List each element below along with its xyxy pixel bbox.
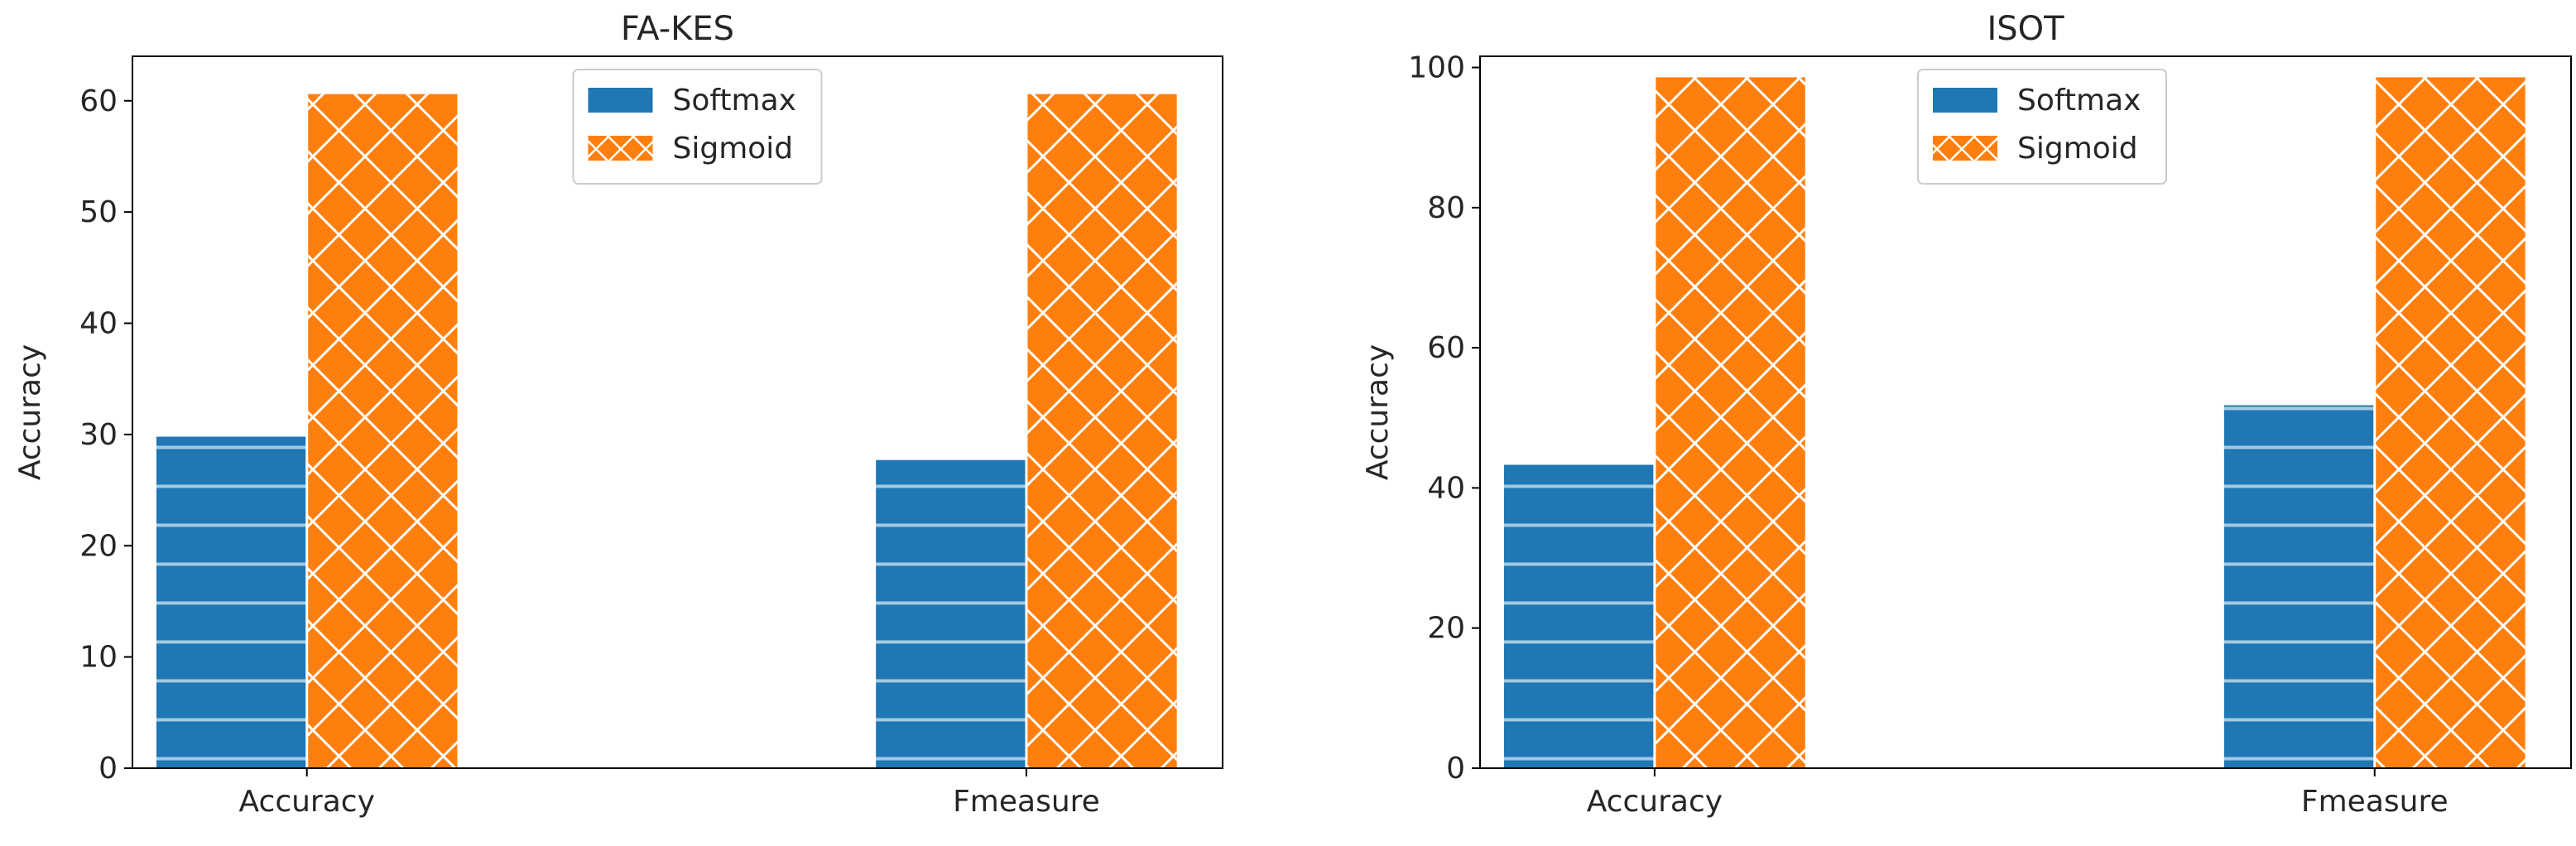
x-tick-label: Accuracy <box>239 785 375 819</box>
legend-swatch-hatch <box>1933 136 1997 161</box>
y-axis-label: Accuracy <box>1361 344 1395 480</box>
y-tick-label: 20 <box>79 529 118 563</box>
y-tick-label: 30 <box>79 418 118 452</box>
y-tick-label: 80 <box>1427 191 1465 225</box>
legend-swatch-softmax <box>1933 88 1997 113</box>
y-tick-label: 50 <box>79 195 118 229</box>
y-tick-label: 60 <box>1427 331 1465 365</box>
y-tick-label: 10 <box>79 641 118 675</box>
chart-title: ISOT <box>1987 10 2064 48</box>
legend-swatch-hatch <box>588 136 653 161</box>
legend-label-sigmoid: Sigmoid <box>673 132 794 166</box>
y-tick-label: 40 <box>1427 471 1465 505</box>
plot-frame <box>132 55 1223 769</box>
y-tick-label: 40 <box>79 307 118 341</box>
subplot-2: Accuracy Fmeasure 0 20 40 60 80 100 ISOT Accuracy… <box>1361 10 2572 819</box>
legend-label-sigmoid: Sigmoid <box>2017 132 2138 166</box>
bar-hatch-softmax-fmeasure <box>2223 405 2375 768</box>
legend-swatch-softmax <box>588 88 653 113</box>
x-tick-label: Accuracy <box>1587 785 1723 819</box>
y-tick-label: 0 <box>1446 752 1465 786</box>
bar-hatch-sigmoid-accuracy <box>306 94 458 768</box>
y-axis-label: Accuracy <box>13 344 47 480</box>
bar-hatch-sigmoid-fmeasure <box>2374 77 2526 769</box>
x-tick-label: Fmeasure <box>953 785 1100 819</box>
legend: Softmax Sigmoid <box>1917 69 2167 185</box>
bar-hatch-softmax-fmeasure <box>876 459 1026 768</box>
legend: Softmax Sigmoid <box>572 69 823 185</box>
chart-title: FA-KES <box>621 10 734 48</box>
y-tick-label: 60 <box>79 84 118 118</box>
bar-hatch-sigmoid-fmeasure <box>1026 94 1177 768</box>
y-tick-label: 100 <box>1408 51 1465 85</box>
y-tick-label: 20 <box>1427 612 1465 646</box>
x-tick-label: Fmeasure <box>2301 785 2449 819</box>
legend-label-softmax: Softmax <box>673 84 796 118</box>
bar-hatch-softmax-accuracy <box>1503 464 1655 768</box>
bar-hatch-softmax-accuracy <box>156 436 307 768</box>
bar-hatch-sigmoid-accuracy <box>1654 77 1805 769</box>
legend-label-softmax: Softmax <box>2017 84 2141 118</box>
y-tick-label: 0 <box>99 752 118 786</box>
subplot-1: Accuracy Fmeasure 0 10 20 30 40 50 60 FA-KES Accur… <box>13 10 1223 819</box>
plot-frame <box>1479 55 2572 769</box>
